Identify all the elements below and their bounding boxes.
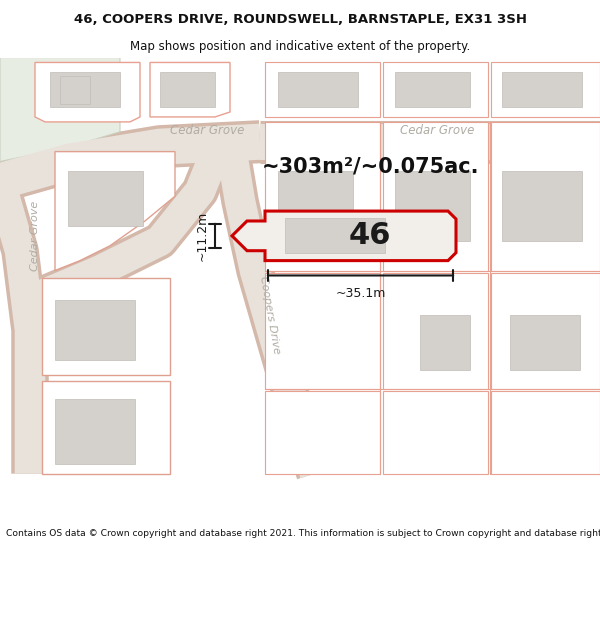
Bar [502, 72, 582, 107]
Polygon shape [0, 58, 120, 161]
Bar [491, 62, 600, 117]
Bar [55, 399, 135, 464]
Bar [510, 315, 580, 369]
Bar [383, 272, 488, 389]
Bar [491, 122, 600, 271]
Bar [285, 218, 385, 252]
Bar [265, 62, 380, 117]
Text: 46, COOPERS DRIVE, ROUNDSWELL, BARNSTAPLE, EX31 3SH: 46, COOPERS DRIVE, ROUNDSWELL, BARNSTAPL… [74, 12, 527, 26]
Text: ~303m²/~0.075ac.: ~303m²/~0.075ac. [261, 156, 479, 176]
Text: ~35.1m: ~35.1m [335, 288, 386, 301]
Bar [395, 171, 470, 241]
Text: Map shows position and indicative extent of the property.: Map shows position and indicative extent… [130, 40, 470, 53]
Bar [502, 171, 582, 241]
Text: Cedar Grove: Cedar Grove [30, 201, 40, 271]
Text: Cedar Grove: Cedar Grove [400, 124, 475, 137]
Polygon shape [55, 152, 175, 271]
Polygon shape [232, 211, 456, 261]
Bar [265, 391, 380, 474]
Bar [68, 171, 143, 226]
Text: 46: 46 [349, 221, 391, 251]
Polygon shape [150, 62, 230, 117]
Text: ~11.2m: ~11.2m [196, 211, 209, 261]
Bar [265, 272, 380, 389]
Bar [278, 72, 358, 107]
Polygon shape [42, 279, 170, 374]
Polygon shape [42, 381, 170, 474]
Text: Cedar Grove: Cedar Grove [170, 124, 244, 137]
Bar [265, 122, 380, 271]
Bar [383, 391, 488, 474]
Bar [55, 300, 135, 360]
Bar [491, 391, 600, 474]
Bar [491, 272, 600, 389]
Text: Contains OS data © Crown copyright and database right 2021. This information is : Contains OS data © Crown copyright and d… [6, 529, 600, 538]
Bar [160, 72, 215, 107]
Bar [278, 171, 353, 241]
Bar [383, 122, 488, 271]
Bar [395, 72, 470, 107]
Bar [383, 62, 488, 117]
Text: Coopers Drive: Coopers Drive [258, 276, 282, 355]
Polygon shape [35, 62, 140, 122]
Bar [50, 72, 120, 107]
Bar [420, 315, 470, 369]
Bar [60, 76, 90, 104]
